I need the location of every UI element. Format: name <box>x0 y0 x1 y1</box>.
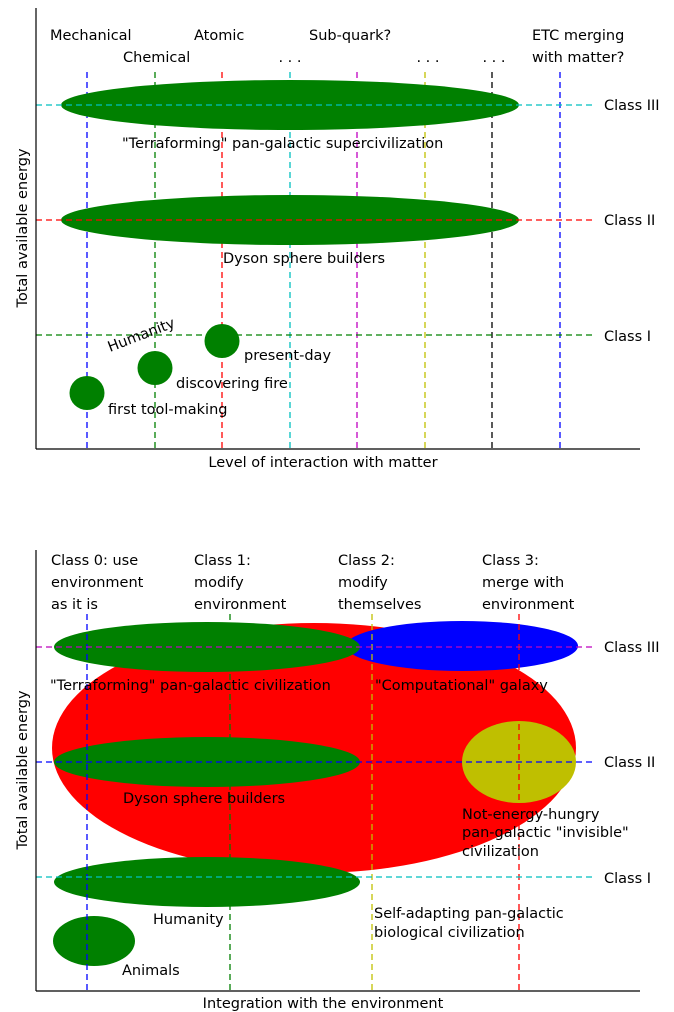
bottom-col3-line3: environment <box>482 597 575 613</box>
bottom-blob-humanity <box>54 857 360 907</box>
top-label-dyson: Dyson sphere builders <box>223 251 385 267</box>
bottom-label-animals: Animals <box>122 963 180 979</box>
bottom-panel: Class 0: use environment as it is Class … <box>15 550 660 1012</box>
bottom-label-humanity: Humanity <box>153 912 224 928</box>
top-class-label-i: Class I <box>604 329 651 345</box>
bottom-col2-line3: themselves <box>338 597 421 613</box>
bottom-x-axis-title: Integration with the environment <box>203 996 444 1012</box>
bottom-label-terraforming: "Terraforming" pan-galactic civilization <box>50 678 331 694</box>
top-label-fire: discovering fire <box>176 376 288 392</box>
top-col-label-etc-line2: with matter? <box>532 50 624 66</box>
top-col-label-mechanical: Mechanical <box>50 28 132 44</box>
bottom-class-label-i: Class I <box>604 871 651 887</box>
bottom-label-invisible-line1: Not-energy-hungry <box>462 807 600 823</box>
top-blob-tool-making <box>69 376 105 410</box>
bottom-col1-line1: Class 1: <box>194 553 251 569</box>
top-class-label-ii: Class II <box>604 213 655 229</box>
top-col-label-etc: ETC merging <box>532 28 624 44</box>
bottom-col0-line2: environment <box>51 575 144 591</box>
bottom-label-biological-line1: Self-adapting pan-galactic <box>374 906 564 922</box>
bottom-col1-line3: environment <box>194 597 287 613</box>
bottom-blob-animals <box>53 916 135 966</box>
top-col-label-ellipsis-2: . . . <box>416 50 439 66</box>
bottom-label-invisible-line3: civilization <box>462 844 539 860</box>
bottom-label-dyson: Dyson sphere builders <box>123 791 285 807</box>
bottom-label-invisible-line2: pan-galactic "invisible" <box>462 825 629 841</box>
top-col-label-ellipsis-1: . . . <box>278 50 301 66</box>
top-panel: Mechanical Chemical Atomic . . . Sub-qua… <box>15 8 660 471</box>
bottom-col3-line2: merge with <box>482 575 564 591</box>
bottom-col0-line3: as it is <box>51 597 98 613</box>
bottom-label-computational: "Computational" galaxy <box>375 678 548 694</box>
top-label-supercivilization: "Terraforming" pan-galactic superciviliz… <box>122 136 443 152</box>
bottom-label-biological-line2: biological civilization <box>374 925 525 941</box>
top-x-axis-title: Level of interaction with matter <box>208 455 437 471</box>
bottom-y-axis-title: Total available energy <box>15 690 31 850</box>
bottom-col1-line2: modify <box>194 575 244 591</box>
bottom-class-label-iii: Class III <box>604 640 660 656</box>
top-blob-present-day <box>204 324 240 358</box>
top-class-label-iii: Class III <box>604 98 660 114</box>
top-blob-fire <box>137 351 173 385</box>
bottom-col2-line2: modify <box>338 575 388 591</box>
top-label-present-day: present-day <box>244 348 331 364</box>
top-col-label-chemical: Chemical <box>123 50 190 66</box>
bottom-col0-line1: Class 0: use <box>51 553 138 569</box>
top-col-label-atomic: Atomic <box>194 28 244 44</box>
bottom-class-label-ii: Class II <box>604 755 655 771</box>
top-label-tool-making: first tool-making <box>108 402 227 418</box>
top-col-label-subquark: Sub-quark? <box>309 28 391 44</box>
bottom-col3-line1: Class 3: <box>482 553 539 569</box>
bottom-blob-computational <box>346 621 578 671</box>
top-y-axis-title: Total available energy <box>15 148 31 308</box>
top-col-label-ellipsis-3: . . . <box>482 50 505 66</box>
bottom-col2-line1: Class 2: <box>338 553 395 569</box>
